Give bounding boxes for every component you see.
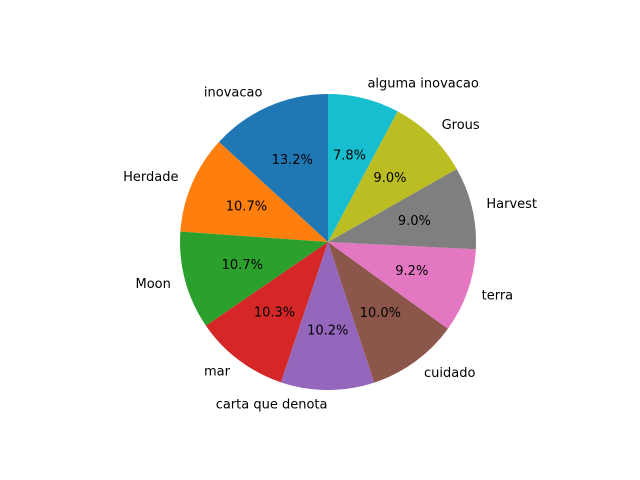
pie-labels: inovacao 13.2% Herdade 10.7% Moon 10.7% mar 10.… bbox=[123, 77, 537, 413]
slice-category-label: carta que denota bbox=[216, 397, 328, 412]
slice-percent-label: 10.0% bbox=[360, 306, 401, 321]
pie-slice-alguma-inovacao bbox=[328, 94, 398, 242]
pie-slice-grous bbox=[328, 111, 457, 242]
slice-percent-label: 9.2% bbox=[395, 264, 428, 279]
slice-percent-label: 10.3% bbox=[254, 305, 295, 320]
slice-percent-label: 10.7% bbox=[222, 258, 263, 273]
slice-category-label: Harvest bbox=[486, 197, 537, 212]
slice-percent-label: 7.8% bbox=[333, 148, 366, 163]
pie-slice-inovacao bbox=[218, 94, 328, 242]
slice-percent-label: 13.2% bbox=[272, 153, 313, 168]
pie-slice-carta-que-denota bbox=[280, 242, 375, 390]
slice-category-label: mar bbox=[204, 364, 231, 379]
slice-category-label: terra bbox=[482, 288, 514, 303]
slice-category-label: Moon bbox=[136, 277, 171, 292]
slice-percent-label: 10.2% bbox=[307, 323, 348, 338]
slice-category-label: alguma inovacao bbox=[367, 77, 478, 92]
pie-slices bbox=[180, 94, 477, 390]
pie-slice-moon bbox=[180, 231, 328, 326]
slice-category-label: inovacao bbox=[204, 85, 263, 100]
slice-category-label: Grous bbox=[442, 118, 480, 133]
pie-slice-cuidado bbox=[328, 242, 448, 383]
slice-category-label: Herdade bbox=[123, 170, 178, 185]
slice-percent-label: 9.0% bbox=[373, 171, 406, 186]
pie-slice-herdade bbox=[180, 141, 328, 242]
pie-slice-harvest bbox=[328, 168, 477, 250]
slice-percent-label: 9.0% bbox=[398, 214, 431, 229]
pie-slice-terra bbox=[328, 242, 476, 329]
slice-percent-label: 10.7% bbox=[226, 199, 267, 214]
pie-slice-mar bbox=[205, 242, 328, 383]
slice-category-label: cuidado bbox=[424, 366, 475, 381]
